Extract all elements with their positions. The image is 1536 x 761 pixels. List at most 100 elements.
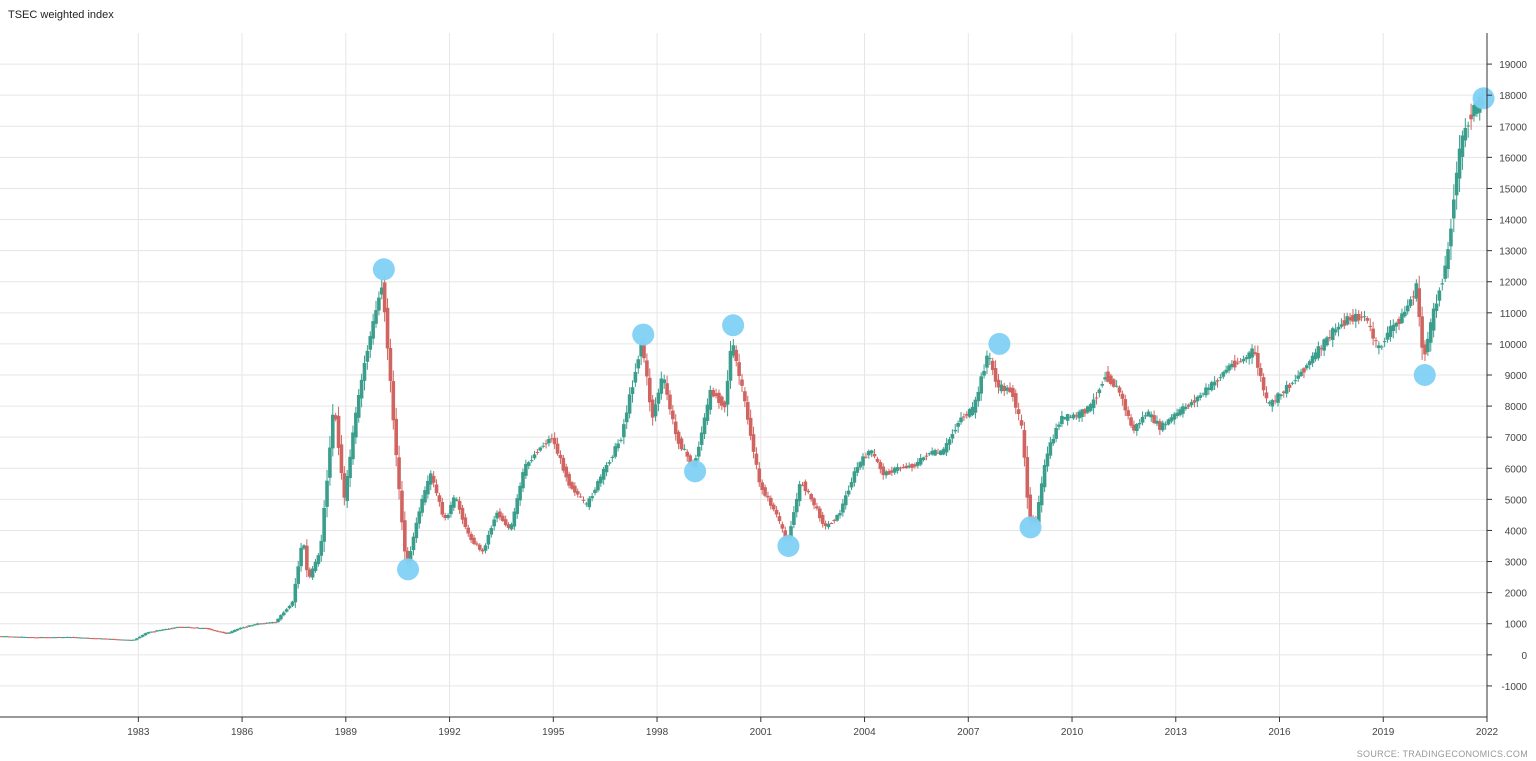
candle-body [264, 622, 269, 624]
candle-body [143, 633, 148, 636]
candle-body [1114, 385, 1119, 387]
candle-body [823, 523, 828, 526]
candle-body [904, 465, 909, 469]
candle-body [77, 637, 81, 639]
candle-body [1339, 324, 1344, 327]
candle-body [820, 514, 825, 524]
candle-body [809, 494, 813, 500]
candle-body [852, 471, 857, 483]
candle-body [1091, 399, 1096, 409]
candle-body [1158, 421, 1162, 430]
candle-body [769, 497, 773, 506]
candle-body [964, 414, 969, 416]
candle-body [1290, 382, 1295, 384]
candle-body [86, 637, 90, 639]
candle-body [936, 452, 940, 454]
candle-body [1322, 339, 1326, 351]
candle-body [296, 566, 301, 584]
candle-body [1287, 384, 1292, 388]
candle-body [365, 350, 370, 362]
candle-body [970, 406, 975, 416]
candle-body [155, 630, 159, 632]
candle-body [345, 476, 349, 502]
candle-body [590, 496, 594, 499]
candle-body [826, 524, 831, 528]
y-tick-label: 5000 [1505, 495, 1528, 506]
candle-body [411, 536, 416, 551]
candle-body [1310, 355, 1315, 364]
candle-body [864, 456, 868, 458]
candle-body [760, 482, 764, 490]
candle-body [846, 490, 851, 495]
candle-body [109, 638, 113, 640]
y-tick-label: 16000 [1499, 153, 1527, 164]
candle-body [48, 637, 53, 639]
candle-body [94, 638, 99, 640]
candle-body [996, 379, 1001, 388]
candle-body [999, 384, 1004, 392]
candle-body [918, 458, 923, 465]
candle-body [671, 410, 675, 420]
candle-body [362, 362, 367, 381]
candle-body [368, 336, 373, 350]
candle-body [1042, 465, 1047, 488]
candle-body [1060, 415, 1064, 425]
candle-body [581, 499, 586, 501]
candle-body [861, 456, 865, 466]
candle-body [88, 638, 93, 640]
candle-body [506, 524, 511, 528]
candle-body [215, 630, 220, 632]
y-tick-label: 12000 [1499, 278, 1527, 289]
candle-body [1152, 415, 1156, 424]
candle-body [466, 527, 471, 534]
candle-body [1126, 410, 1130, 417]
y-tick-label: 19000 [1499, 60, 1527, 71]
candle-body [480, 549, 485, 552]
candle-body [388, 347, 393, 381]
candle-body [230, 631, 234, 633]
candle-body [74, 637, 79, 639]
highlight-marker [397, 558, 420, 581]
candle-body [319, 540, 324, 556]
candle-body [449, 504, 453, 515]
candle-body [1120, 393, 1125, 399]
candle-body [1132, 424, 1136, 431]
candle-body [1374, 340, 1378, 342]
x-tick-label: 2010 [1061, 727, 1084, 738]
y-tick-label: 6000 [1505, 464, 1528, 475]
candle-body [647, 377, 652, 403]
candle-body [1212, 381, 1217, 386]
candle-body [434, 484, 439, 494]
candle-body [1074, 415, 1079, 417]
candle-body [431, 475, 436, 483]
candle-body [1394, 322, 1398, 327]
candle-body [708, 389, 713, 410]
candle-body [587, 498, 592, 508]
candle-body [757, 468, 762, 483]
candle-body [250, 625, 254, 627]
candle-body [313, 561, 318, 571]
candle-body [682, 448, 687, 450]
candle-body [1019, 420, 1024, 426]
candle-body [1270, 400, 1275, 407]
candle-body [676, 431, 681, 444]
candle-body [564, 466, 569, 478]
candle-body [189, 627, 194, 629]
candle-body [766, 495, 770, 498]
candle-body [440, 501, 445, 515]
candle-body [1192, 400, 1197, 403]
candle-body [927, 453, 932, 455]
candle-body [163, 629, 168, 631]
candle-body [169, 628, 174, 630]
candle-body [1207, 387, 1211, 390]
candle-body [460, 507, 465, 520]
candle-body [1227, 365, 1231, 371]
candle-body [1178, 409, 1182, 416]
candle-body [235, 628, 240, 631]
candle-body [1129, 417, 1133, 426]
candle-body [1426, 338, 1430, 353]
candle-body [1247, 352, 1251, 359]
candle-body [532, 454, 537, 459]
candle-body [261, 623, 266, 625]
candle-body [878, 462, 883, 470]
